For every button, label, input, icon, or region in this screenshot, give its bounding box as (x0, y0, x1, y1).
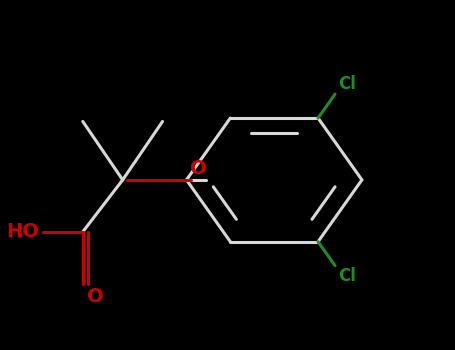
Text: O: O (190, 159, 207, 178)
Text: O: O (87, 287, 103, 306)
Text: HO: HO (6, 222, 39, 241)
Text: Cl: Cl (338, 75, 356, 92)
Text: Cl: Cl (338, 267, 356, 285)
